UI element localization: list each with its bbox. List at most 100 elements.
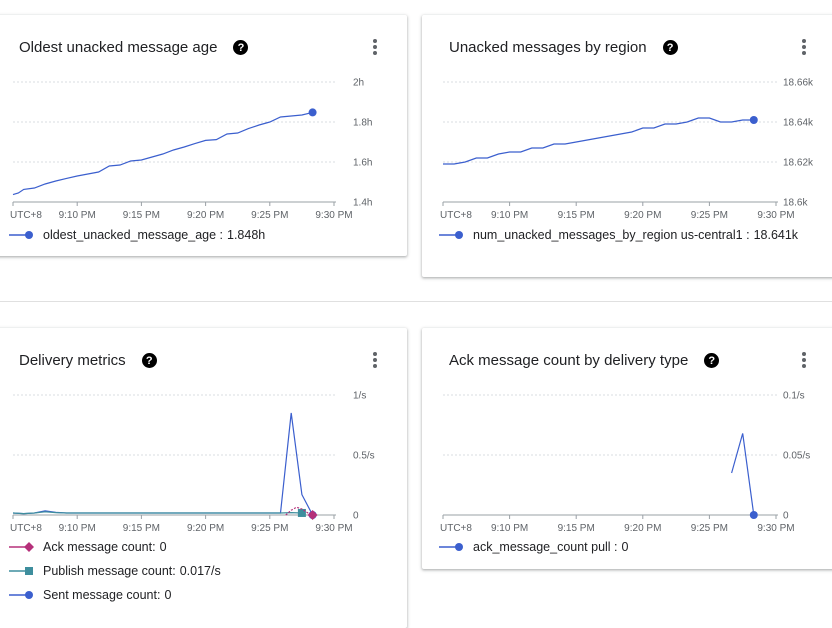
y-tick-label: 2h xyxy=(353,78,364,89)
y-tick-label: 18.66k xyxy=(783,78,814,89)
legend-swatch-icon xyxy=(439,231,463,239)
y-tick-label: 0 xyxy=(353,511,359,522)
legend-item[interactable]: num_unacked_messages_by_region us-centra… xyxy=(439,223,798,247)
y-tick-label: 1.4h xyxy=(353,198,372,209)
legend-swatch-icon xyxy=(439,543,463,551)
legend-label: num_unacked_messages_by_region us-centra… xyxy=(473,228,750,242)
series-line xyxy=(285,506,313,516)
x-tick-label: 9:10 PM xyxy=(491,523,528,534)
x-tick-label: 9:20 PM xyxy=(187,523,224,534)
x-tick-label: 9:30 PM xyxy=(757,523,794,534)
series-end-marker xyxy=(297,508,306,517)
x-tick-label: 9:15 PM xyxy=(558,523,595,534)
more-vert-icon[interactable] xyxy=(371,37,379,57)
legend-item[interactable]: Publish message count: 0.017/s xyxy=(9,559,221,583)
series-end-marker xyxy=(749,116,758,124)
x-tick-label: 9:25 PM xyxy=(251,523,288,534)
card-title-text: Ack message count by delivery type xyxy=(449,352,689,369)
y-tick-label: 18.64k xyxy=(783,118,814,129)
x-tick-label: UTC+8 xyxy=(440,210,472,221)
series-line xyxy=(443,117,754,165)
card-title: Delivery metrics ? xyxy=(19,352,157,369)
y-tick-label: 1/s xyxy=(353,391,366,402)
card-title-text: Delivery metrics xyxy=(19,352,126,369)
x-tick-label: 9:30 PM xyxy=(315,523,352,534)
legend-label: Sent message count: xyxy=(43,588,161,602)
legend-swatch-icon xyxy=(9,591,33,599)
chart-card-unacked-by-region: Unacked messages by region ? 18.6k 18.62k… xyxy=(422,15,832,277)
legend-swatch-icon xyxy=(9,231,33,239)
card-title: Oldest unacked message age ? xyxy=(19,39,249,56)
legend-label: Ack message count: xyxy=(43,540,156,554)
card-title-text: Unacked messages by region xyxy=(449,39,647,56)
x-tick-label: 9:15 PM xyxy=(123,210,160,221)
series-line xyxy=(12,511,302,515)
legend-item[interactable]: Sent message count: 0 xyxy=(9,583,221,607)
series-line xyxy=(12,412,314,516)
y-tick-label: 0 xyxy=(783,511,789,522)
chart-plot: 0 0.05/s 0.1/s UTC+8 9:10 PM 9:15 PM 9:20 PM 9:… xyxy=(440,391,810,535)
series-line xyxy=(731,433,755,516)
y-tick-label: 18.62k xyxy=(783,158,814,169)
legend-swatch-icon xyxy=(9,567,33,575)
x-tick-label: 9:10 PM xyxy=(491,210,528,221)
legend-item[interactable]: ack_message_count pull :0 xyxy=(439,535,628,559)
legend-label: oldest_unacked_message_age : xyxy=(43,228,223,242)
x-tick-label: 9:20 PM xyxy=(624,210,661,221)
y-tick-label: 0.1/s xyxy=(783,391,805,402)
legend-item[interactable]: oldest_unacked_message_age : 1.848h xyxy=(9,223,265,247)
x-tick-label: 9:30 PM xyxy=(757,210,794,221)
more-vert-icon[interactable] xyxy=(800,37,808,57)
series-end-marker xyxy=(749,511,758,519)
x-tick-label: 9:30 PM xyxy=(315,210,352,221)
chart-plot: 18.6k 18.62k 18.64k 18.66k UTC+8 9:10 PM 9:15 … xyxy=(440,78,814,222)
x-tick-label: 9:20 PM xyxy=(624,523,661,534)
x-tick-label: 9:25 PM xyxy=(691,210,728,221)
series-end-marker xyxy=(307,510,318,520)
legend-label: ack_message_count pull : xyxy=(473,540,618,554)
legend-value: 0.017/s xyxy=(179,564,221,578)
section-divider xyxy=(0,301,832,302)
chart-plot: 1.4h 1.6h 1.8h 2h UTC+8 9:10 PM 9:15 PM 9:20 PM… xyxy=(10,78,372,222)
legend-value: 0 xyxy=(159,540,167,554)
help-icon[interactable]: ? xyxy=(233,40,249,55)
chart-legend: num_unacked_messages_by_region us-centra… xyxy=(439,223,798,247)
chart-legend: ack_message_count pull :0 xyxy=(439,535,628,559)
card-title-text: Oldest unacked message age xyxy=(19,39,218,56)
chart-plot: 0 0.5/s 1/s UTC+8 9:10 PM 9:15 PM 9:20 PM 9:25 … xyxy=(10,391,375,535)
legend-value: 1.848h xyxy=(227,228,266,242)
x-tick-label: 9:25 PM xyxy=(251,210,288,221)
chart-card-ack-by-delivery-type: Ack message count by delivery type ? 0 0.… xyxy=(422,328,832,569)
x-tick-label: 9:15 PM xyxy=(123,523,160,534)
help-icon[interactable]: ? xyxy=(704,353,720,368)
series-line xyxy=(12,111,313,196)
legend-label: Publish message count: xyxy=(43,564,176,578)
x-tick-label: 9:10 PM xyxy=(59,523,96,534)
legend-swatch-icon xyxy=(9,542,34,552)
help-icon[interactable]: ? xyxy=(141,353,157,368)
chart-card-delivery-metrics: Delivery metrics ? 0 0.5/s 1/s UTC+8 9:10 PM… xyxy=(0,328,407,628)
more-vert-icon[interactable] xyxy=(800,350,808,370)
x-tick-label: 9:10 PM xyxy=(59,210,96,221)
card-title: Unacked messages by region ? xyxy=(449,39,678,56)
chart-legend: oldest_unacked_message_age : 1.848h xyxy=(9,223,265,247)
y-tick-label: 18.6k xyxy=(783,198,808,209)
x-tick-label: 9:15 PM xyxy=(558,210,595,221)
more-vert-icon[interactable] xyxy=(371,350,379,370)
x-tick-label: UTC+8 xyxy=(10,523,42,534)
x-tick-label: UTC+8 xyxy=(10,210,42,221)
help-icon[interactable]: ? xyxy=(662,40,678,55)
legend-value: 18.641k xyxy=(753,228,799,242)
chart-legend: Ack message count: 0 Publish message count… xyxy=(9,535,221,607)
chart-card-oldest-unacked: Oldest unacked message age ? 1.4h 1.6h 1.8… xyxy=(0,15,407,256)
y-tick-label: 0.05/s xyxy=(783,451,810,462)
card-title: Ack message count by delivery type ? xyxy=(449,352,720,369)
series-end-marker xyxy=(308,108,317,117)
legend-value: 0 xyxy=(164,588,172,602)
x-tick-label: UTC+8 xyxy=(440,523,472,534)
x-tick-label: 9:20 PM xyxy=(187,210,224,221)
y-tick-label: 1.8h xyxy=(353,118,372,129)
legend-item[interactable]: Ack message count: 0 xyxy=(9,535,221,559)
legend-value: 0 xyxy=(621,540,629,554)
x-tick-label: 9:25 PM xyxy=(691,523,728,534)
